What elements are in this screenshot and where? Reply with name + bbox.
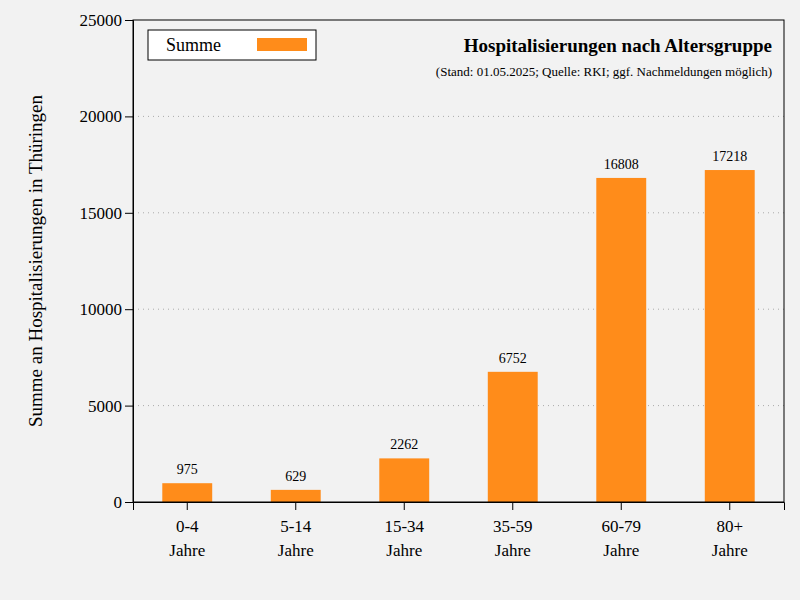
- legend-swatch: [257, 38, 307, 51]
- legend: Summe: [148, 30, 316, 60]
- grid-line: [133, 212, 784, 213]
- grid-line: [133, 405, 784, 406]
- y-tick-mark: [125, 213, 133, 214]
- legend-box: [148, 30, 316, 60]
- title: Hospitalisierungen nach Altersgruppe: [464, 35, 772, 56]
- bar: [379, 458, 429, 502]
- x-tick-mark: [621, 502, 622, 510]
- x-axis-line: [134, 503, 785, 511]
- grid-line: [133, 116, 784, 117]
- x-axis: 0-4Jahre 5-14Jahre 15-34Jahre 35-59Jahre 60-…: [134, 502, 785, 560]
- y-tick-label: 10000: [80, 300, 123, 319]
- y-tick-mark: [125, 406, 133, 407]
- data-labels: 975 629 2262 6752 16808 17218: [177, 149, 748, 484]
- x-tick-mark: [295, 502, 296, 510]
- y-tick: 10000: [80, 300, 134, 319]
- y-tick-label: 15000: [80, 204, 123, 223]
- chart: 0 5000 10000 15000 20000 25000 0-4Jahre 5-14Jah…: [0, 0, 800, 600]
- bar: [596, 178, 646, 502]
- x-tick: 35-59Jahre: [493, 502, 533, 560]
- x-tick-label: 60-79Jahre: [601, 517, 641, 560]
- y-axis: 0 5000 10000 15000 20000 25000: [80, 11, 134, 512]
- data-label: 17218: [712, 149, 747, 164]
- y-tick-label: 25000: [80, 11, 123, 30]
- data-label: 6752: [499, 351, 527, 366]
- x-tick-mark: [187, 502, 188, 510]
- x-tick-mark: [404, 502, 405, 510]
- y-tick-mark: [125, 502, 133, 503]
- subtitle: (Stand: 01.05.2025; Quelle: RKI; ggf. Na…: [436, 64, 772, 79]
- bars: [162, 170, 754, 502]
- x-tick: 60-79Jahre: [601, 502, 641, 560]
- y-axis-title: Summe an Hospitalisierungen in Thüringen: [25, 94, 46, 427]
- x-tick-label: 0-4Jahre: [169, 517, 205, 560]
- y-tick-label: 20000: [80, 107, 123, 126]
- legend-label: Summe: [166, 35, 221, 55]
- x-tick: 15-34Jahre: [384, 502, 424, 560]
- x-tick: 5-14Jahre: [278, 502, 314, 560]
- x-tick-label: 35-59Jahre: [493, 517, 533, 560]
- bar: [488, 372, 538, 502]
- grid-line: [133, 309, 784, 310]
- data-label: 2262: [390, 437, 418, 452]
- y-axis-line: [125, 21, 134, 503]
- data-label: 629: [285, 469, 306, 484]
- y-tick-label: 0: [114, 493, 123, 512]
- y-tick: 0: [114, 493, 134, 512]
- bar: [271, 490, 321, 502]
- x-tick-mark: [512, 502, 513, 510]
- y-tick-label: 5000: [88, 397, 122, 416]
- background: [0, 0, 800, 600]
- y-tick: 20000: [80, 107, 134, 126]
- y-tick: 5000: [88, 397, 133, 416]
- y-tick-mark: [125, 20, 133, 21]
- x-tick: 0-4Jahre: [169, 502, 205, 560]
- y-tick: 15000: [80, 204, 134, 223]
- data-label: 16808: [604, 157, 639, 172]
- y-tick: 25000: [80, 11, 134, 30]
- data-label: 975: [177, 462, 198, 477]
- x-tick-label: 15-34Jahre: [384, 517, 424, 560]
- grid: [133, 116, 784, 405]
- x-tick-label: 80+Jahre: [712, 517, 748, 560]
- bar: [705, 170, 755, 502]
- plot-frame: [133, 20, 784, 502]
- bar: [162, 483, 212, 502]
- plot: 0 5000 10000 15000 20000 25000 0-4Jahre 5-14Jah…: [80, 11, 785, 560]
- x-tick: 80+Jahre: [712, 502, 748, 560]
- y-tick-mark: [125, 309, 133, 310]
- y-tick-mark: [125, 116, 133, 117]
- x-tick-mark: [729, 502, 730, 510]
- x-tick-label: 5-14Jahre: [278, 517, 314, 560]
